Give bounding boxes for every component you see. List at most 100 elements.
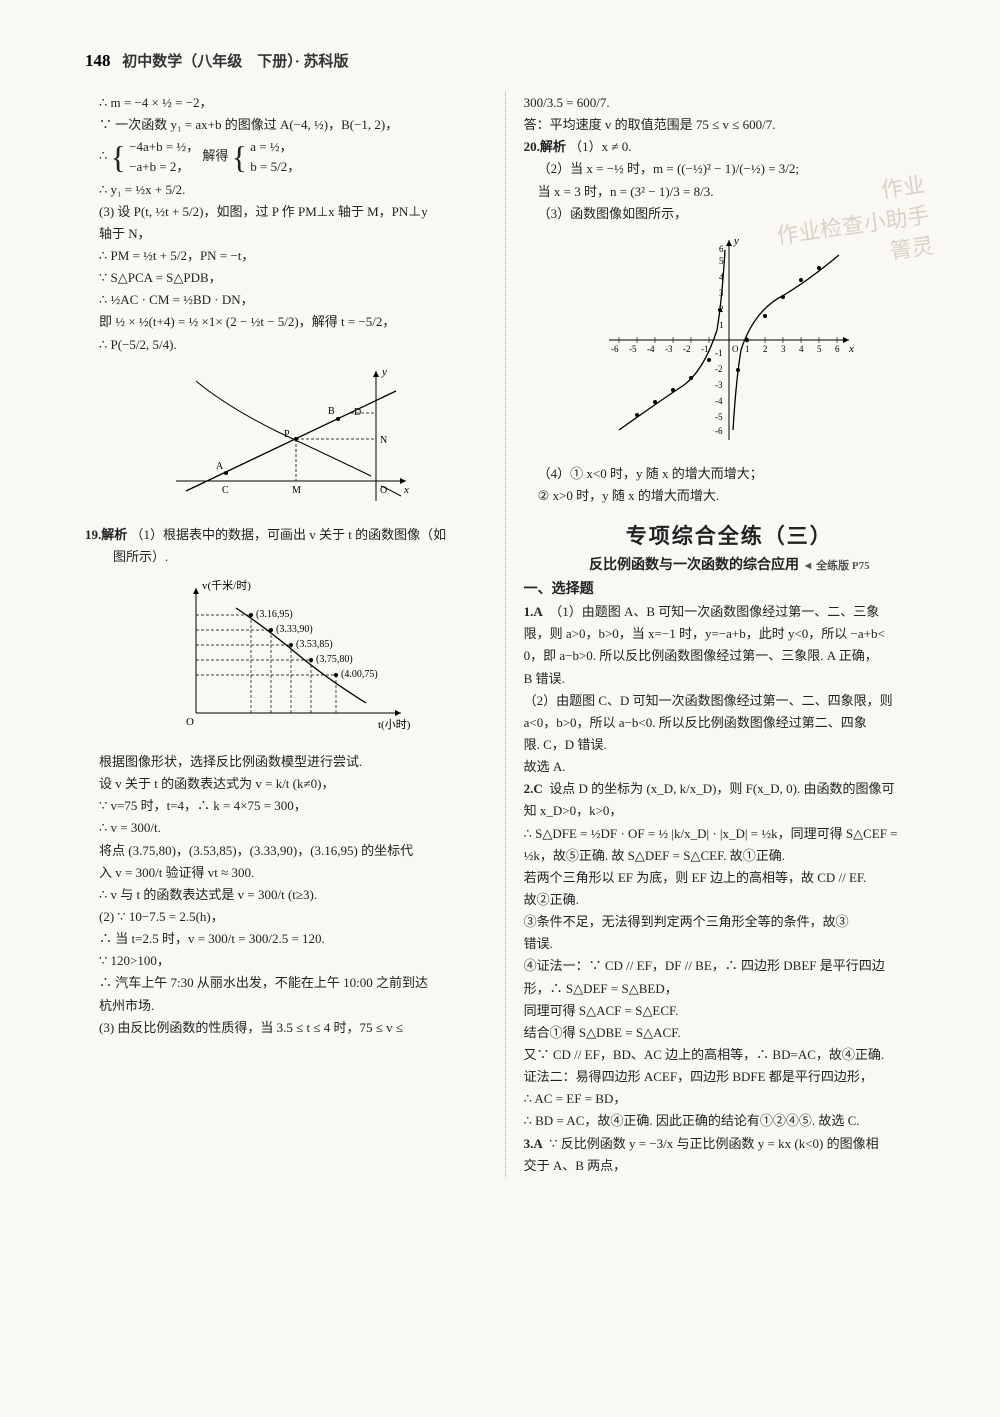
section-title: 专项综合全练（三） <box>524 520 935 550</box>
page-header: 148 初中数学（八年级 下册）· 苏科版 <box>85 50 935 71</box>
svg-text:-1: -1 <box>715 348 723 358</box>
figure-3: x y -6-5-4 -3-2-1 O 123 456 123 456 -1-2… <box>524 230 935 454</box>
text-line: (3) 设 P(t, ½t + 5/2)，如图，过 P 作 PM⊥x 轴于 M，… <box>85 202 487 222</box>
text-line: 同理可得 S△ACF = S△ECF. <box>524 1001 935 1021</box>
text-line: 当 x = 3 时，n = (3² − 1)/3 = 8/3. <box>524 182 935 202</box>
text-line: 又∵ CD // EF，BD、AC 边上的高相等，∴ BD=AC，故④正确. <box>524 1045 935 1065</box>
text-line: (3) 由反比例函数的性质得，当 3.5 ≤ t ≤ 4 时，75 ≤ v ≤ <box>85 1018 487 1038</box>
left-column: ∴ m = −4 × ½ = −2， ∵ 一次函数 y₁ = ax+b 的图像过… <box>85 91 487 1178</box>
subheading: 一、选择题 <box>524 578 935 598</box>
text-line: 形，∴ S△DEF = S△BED， <box>524 979 935 999</box>
text-line: ½k，故⑤正确. 故 S△DEF = S△CEF. 故①正确. <box>524 846 935 866</box>
svg-text:4: 4 <box>799 344 804 354</box>
svg-text:(4.00,75): (4.00,75) <box>341 669 378 680</box>
svg-text:x: x <box>848 343 854 355</box>
svg-text:3: 3 <box>781 344 786 354</box>
svg-text:1: 1 <box>745 344 750 354</box>
svg-text:-5: -5 <box>629 344 637 354</box>
text-line: 故②正确. <box>524 890 935 910</box>
text-line: ∴ y₁ = ½x + 5/2. <box>85 180 487 200</box>
text-line: ∴ BD = AC，故④正确. 因此正确的结论有①②④⑤. 故选 C. <box>524 1111 935 1131</box>
text-line: ∴ PM = ½t + 5/2，PN = −t， <box>85 246 487 266</box>
text-line: ∴ 当 t=2.5 时，v = 300/t = 300/2.5 = 120. <box>85 929 487 949</box>
svg-text:-3: -3 <box>715 380 723 390</box>
svg-text:6: 6 <box>719 244 724 254</box>
text-line: a<0，b>0，所以 a−b<0. 所以反比例函数图像经过第二、四象 <box>524 713 935 733</box>
problem-19-header: 19.解析 （1）根据表中的数据，可画出 v 关于 t 的函数图像（如 <box>85 525 487 545</box>
q1: 1.A （1）由题图 A、B 可知一次函数图像经过第一、二、三象 <box>524 602 935 622</box>
text-line: （3）函数图像如图所示， <box>524 204 935 224</box>
text-line: 交于 A、B 两点， <box>524 1156 935 1176</box>
svg-text:-6: -6 <box>611 344 619 354</box>
text-line: ∴ v 与 t 的函数表达式是 v = 300/t (t≥3). <box>85 885 487 905</box>
svg-text:-4: -4 <box>715 396 723 406</box>
svg-text:D: D <box>354 407 361 418</box>
svg-text:A: A <box>216 461 224 472</box>
text-line: ∵ 一次函数 y₁ = ax+b 的图像过 A(−4, ½)，B(−1, 2)， <box>85 115 487 135</box>
text-line: 轴于 N， <box>85 224 487 244</box>
text-line: （2）由题图 C、D 可知一次函数图像经过第一、二、四象限，则 <box>524 691 935 711</box>
svg-text:-5: -5 <box>715 412 723 422</box>
text-line: 300/3.5 = 600/7. <box>524 93 935 113</box>
svg-text:-4: -4 <box>647 344 655 354</box>
text-line: （2）当 x = −½ 时，m = ((−½)² − 1)/(−½) = 3/2… <box>524 159 935 179</box>
text-line: 杭州市场. <box>85 996 487 1016</box>
svg-text:(3.53,85): (3.53,85) <box>296 639 333 650</box>
text-line: ∴ S△DFE = ½DF · OF = ½ |k/x_D| · |x_D| =… <box>524 824 935 844</box>
svg-text:x: x <box>403 484 409 496</box>
svg-text:t(小时): t(小时) <box>378 718 411 731</box>
text-line: ∵ v=75 时，t=4，∴ k = 4×75 = 300， <box>85 796 487 816</box>
text-line: ② x>0 时，y 随 x 的增大而增大. <box>524 486 935 506</box>
svg-text:v(千米/时): v(千米/时) <box>202 579 251 592</box>
text-line: 将点 (3.75,80)，(3.53,85)，(3.33,90)，(3.16,9… <box>85 841 487 861</box>
text-line: 故选 A. <box>524 757 935 777</box>
text-line: ∴ v = 300/t. <box>85 818 487 838</box>
svg-text:-3: -3 <box>665 344 673 354</box>
text-line: ③条件不足，无法得到判定两个三角形全等的条件，故③ <box>524 912 935 932</box>
text-line: 根据图像形状，选择反比例函数模型进行尝试. <box>85 752 487 772</box>
text-line: ∴ ½AC · CM = ½BD · DN， <box>85 290 487 310</box>
svg-text:-6: -6 <box>715 426 723 436</box>
svg-text:-1: -1 <box>701 344 709 354</box>
text-line: 即 ½ × ½(t+4) = ½ ×1× (2 − ½t − 5/2)，解得 t… <box>85 312 487 332</box>
text-line: 限，则 a>0，b>0，当 x=−1 时，y=−a+b，此时 y<0，所以 −a… <box>524 624 935 644</box>
equation-system: ∴ { −4a+b = ½， −a+b = 2， 解得 { a = ½， b =… <box>85 137 487 177</box>
text-line: ∵ 120>100， <box>85 951 487 971</box>
text-line: 错误. <box>524 934 935 954</box>
svg-text:6: 6 <box>835 344 840 354</box>
right-column: 300/3.5 = 600/7. 答：平均速度 v 的取值范围是 75 ≤ v … <box>505 91 935 1178</box>
text-line: 图所示）. <box>85 547 487 567</box>
text-line: 0，即 a−b>0. 所以反比例函数图像经过第一、三象限. A 正确， <box>524 646 935 666</box>
text-line: B 错误. <box>524 669 935 689</box>
figure-1: x y O A B P M N C <box>85 361 487 515</box>
problem-20-header: 20.解析 （1）x ≠ 0. <box>524 137 935 157</box>
svg-text:C: C <box>222 485 229 496</box>
svg-text:(3.16,95): (3.16,95) <box>256 609 293 620</box>
section-subtitle: 反比例函数与一次函数的综合应用 ◄ 全练版 P75 <box>524 554 935 574</box>
svg-text:2: 2 <box>763 344 768 354</box>
page-root: 148 初中数学（八年级 下册）· 苏科版 作业 作业检查小助手 箐灵 ∴ m … <box>0 0 1000 1417</box>
svg-text:B: B <box>328 406 335 417</box>
text-line: ∵ S△PCA = S△PDB， <box>85 268 487 288</box>
svg-text:O: O <box>732 344 739 354</box>
text-line: ∴ m = −4 × ½ = −2， <box>85 93 487 113</box>
svg-text:N: N <box>380 435 387 446</box>
svg-text:-2: -2 <box>715 364 723 374</box>
text-line: 结合①得 S△DBE = S△ACF. <box>524 1023 935 1043</box>
text-line: ∴ AC = EF = BD， <box>524 1089 935 1109</box>
text-line: ∴ P(−5/2, 5/4). <box>85 335 487 355</box>
svg-text:-2: -2 <box>683 344 691 354</box>
text-line: 限. C，D 错误. <box>524 735 935 755</box>
text-line: ∴ 汽车上午 7:30 从丽水出发，不能在上午 10:00 之前到达 <box>85 973 487 993</box>
svg-text:y: y <box>381 366 387 378</box>
text-line: ④证法一：∵ CD // EF，DF // BE，∴ 四边形 DBEF 是平行四… <box>524 956 935 976</box>
text-line: 证法二：易得四边形 ACEF，四边形 BDFE 都是平行四边形， <box>524 1067 935 1087</box>
svg-text:P: P <box>284 429 290 440</box>
q2: 2.C 设点 D 的坐标为 (x_D, k/x_D)，则 F(x_D, 0). … <box>524 779 935 799</box>
header-text: 初中数学（八年级 下册）· 苏科版 <box>122 54 348 70</box>
text-line: （4）① x<0 时，y 随 x 的增大而增大； <box>524 464 935 484</box>
svg-text:y: y <box>733 235 739 247</box>
text-line: 入 v = 300/t 验证得 vt ≈ 300. <box>85 863 487 883</box>
svg-text:O: O <box>186 716 194 728</box>
svg-text:5: 5 <box>719 256 724 266</box>
